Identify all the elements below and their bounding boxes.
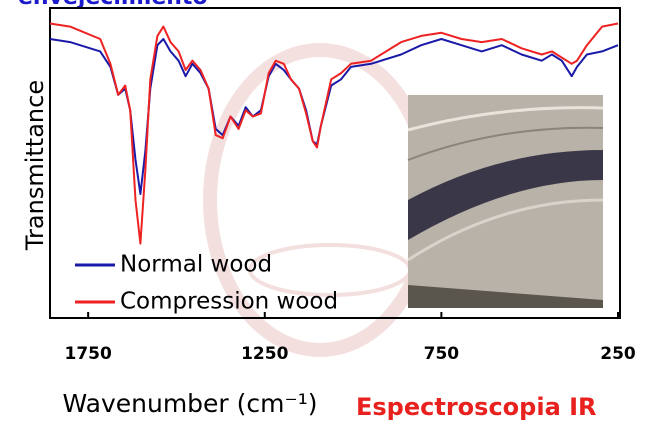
x-tick-label: 1250 (241, 344, 288, 364)
x-tick-label: 1750 (64, 344, 111, 364)
annotation: Espectroscopia IR (356, 393, 597, 421)
chart-title: envejecimiento (18, 0, 208, 10)
legend-label: Normal wood (120, 252, 272, 278)
data-line (49, 22, 619, 245)
inset-photo (407, 95, 604, 308)
plot-frame (49, 7, 621, 319)
x-tick-label: 250 (600, 344, 636, 364)
legend-label: Compression wood (120, 289, 338, 315)
x-axis-label: Wavenumber (cm⁻¹) (63, 389, 318, 418)
x-tick-label: 750 (424, 344, 460, 364)
y-axis-label: Transmittance (21, 80, 49, 251)
data-line (49, 38, 619, 195)
